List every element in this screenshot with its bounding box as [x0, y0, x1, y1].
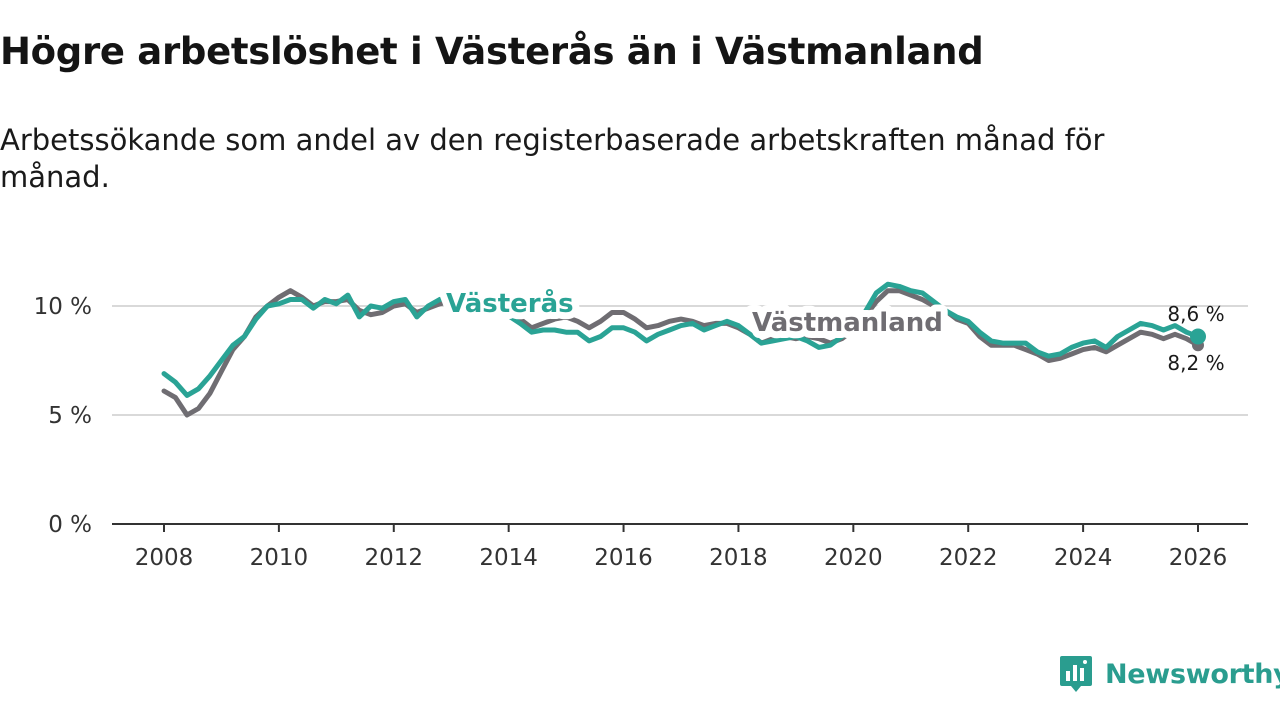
x-tick-label: 2022: [939, 545, 998, 571]
line-chart: 0 %5 %10 % 2008 2010 2012 2014 2016 2018 2020 2…: [34, 280, 1248, 571]
series-lines: [161, 281, 1201, 418]
x-tick-label: 2010: [250, 545, 309, 571]
brand-logo: Newsworthy: [1059, 654, 1280, 694]
series-line-v-ster-s: [161, 281, 1201, 398]
x-tick-label: 2020: [824, 545, 883, 571]
chart-title: Högre arbetslöshet i Västerås än i Västm…: [0, 30, 984, 73]
y-tick-label: 0 %: [48, 512, 92, 538]
x-axis-ticks: 2008 2010 2012 2014 2016 2018 2020 2022 2024 2026: [135, 524, 1228, 571]
x-tick-label: 2026: [1169, 545, 1228, 571]
end-label-vastmanland: 8,2 %: [1167, 351, 1224, 375]
y-axis-ticks: 0 % 5 % 10 %: [34, 294, 92, 538]
y-tick-label: 10 %: [34, 294, 92, 320]
newsworthy-logo-icon: [1060, 656, 1092, 692]
chart-subtitle: Arbetssökande som andel av den registerb…: [0, 123, 1105, 194]
gridlines: [112, 305, 1248, 525]
x-tick-label: 2014: [479, 545, 538, 571]
brand-name: Newsworthy: [1105, 658, 1280, 690]
x-tick-label: 2024: [1054, 545, 1113, 571]
x-tick-label: 2016: [594, 545, 653, 571]
series-label-vastmanland-halo: Västmanland: [752, 308, 943, 338]
series-label-vasteras: Västerås: [446, 287, 574, 319]
end-dot-vasteras: [1190, 328, 1206, 345]
y-tick-label: 5 %: [48, 403, 92, 429]
x-tick-label: 2018: [709, 545, 768, 571]
series-label-vastmanland: Västmanland: [752, 308, 943, 338]
end-label-vasteras: 8,6 %: [1167, 302, 1224, 326]
x-tick-label: 2012: [365, 545, 424, 571]
x-tick-label: 2008: [135, 545, 194, 571]
end-markers: 8,6 % 8,2 %: [1167, 302, 1224, 375]
